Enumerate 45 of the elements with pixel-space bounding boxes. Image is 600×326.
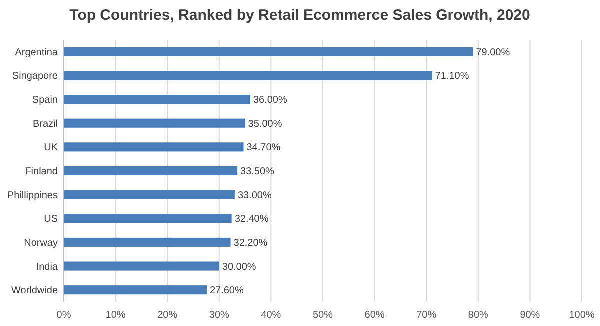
x-tick-label: 30% xyxy=(209,310,230,321)
y-tick-label: Finland xyxy=(25,166,58,178)
y-tick-label: Brazil xyxy=(32,118,58,130)
bar xyxy=(64,190,235,200)
data-label: 33.00% xyxy=(238,190,272,202)
bar xyxy=(64,214,232,224)
y-tick-label: Worldwide xyxy=(12,286,58,297)
bar xyxy=(64,238,231,247)
y-tick-label: US xyxy=(44,214,58,226)
data-label: 32.40% xyxy=(234,214,269,226)
data-label: 33.50% xyxy=(240,166,275,178)
data-label: 79.00% xyxy=(476,47,510,58)
x-tick-label: 20% xyxy=(158,310,178,321)
data-label: 71.10% xyxy=(435,71,470,82)
y-tick-label: Singapore xyxy=(12,71,58,82)
data-label: 32.20% xyxy=(234,238,268,249)
bar xyxy=(64,262,220,271)
data-label: 30.00% xyxy=(222,262,256,273)
bar xyxy=(64,142,244,152)
bar xyxy=(64,166,238,176)
y-tick-label: UK xyxy=(44,142,58,154)
bar xyxy=(64,118,246,128)
x-tick-label: 70% xyxy=(416,310,437,321)
bar xyxy=(64,71,432,80)
x-tick-label: 10% xyxy=(106,310,126,321)
data-label: 35.00% xyxy=(248,118,282,130)
x-tick-label: 50% xyxy=(312,310,334,321)
chart-title: Top Countries, Ranked by Retail Ecommerce Sales Growth, 2020 xyxy=(70,7,530,24)
x-tick-label: 80% xyxy=(468,310,489,321)
y-tick-label: Argentina xyxy=(15,47,58,58)
data-label: 36.00% xyxy=(253,95,288,106)
y-tick-label: Spain xyxy=(32,95,58,106)
bar xyxy=(64,286,207,295)
data-label: 34.70% xyxy=(246,142,281,154)
data-label: 27.60% xyxy=(210,286,244,297)
x-tick-label: 90% xyxy=(520,310,540,321)
y-tick-label: India xyxy=(36,262,58,273)
y-tick-label: Norway xyxy=(24,238,58,249)
y-tick-label: Phillippines xyxy=(7,190,58,202)
bar xyxy=(64,95,250,104)
x-tick-label: 0% xyxy=(56,310,72,321)
x-tick-label: 100% xyxy=(569,310,595,321)
bar xyxy=(64,47,474,56)
x-tick-label: 60% xyxy=(364,310,385,321)
x-tick-label: 40% xyxy=(261,310,282,321)
